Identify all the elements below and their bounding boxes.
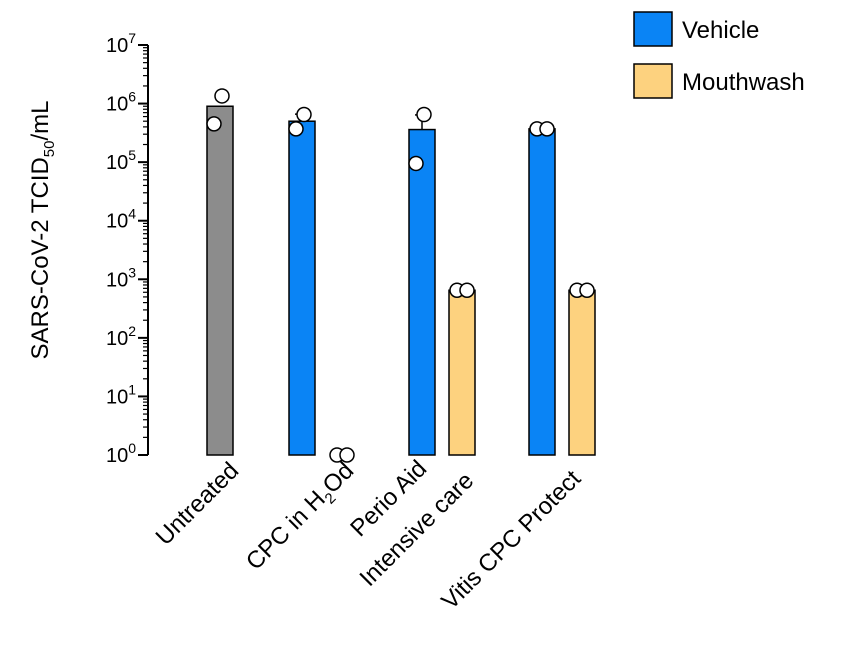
data-point [214,88,230,104]
data-point [416,106,432,123]
vehicle-bar [288,120,316,456]
category-label: CPC in H2Od [241,457,362,578]
legend-label: Mouthwash [682,69,805,96]
y-tick-label: 106 [106,89,136,116]
category-label: Untreated [151,457,245,551]
vehicle-bar [408,128,436,456]
mouthwash-bar [448,289,476,456]
data-point [459,282,475,298]
y-tick-label: 105 [106,147,136,174]
legend-swatch [633,63,673,99]
y-tick-label: 100 [106,440,136,467]
data-point [206,116,222,132]
legend-label: Vehicle [682,17,759,44]
data-point [339,447,355,463]
data-point [296,106,312,123]
y-tick-label: 101 [106,381,136,408]
y-axis: 100 101 102 103 104 105 106 107 [106,30,149,467]
y-tick-label: 103 [106,264,136,291]
bars [206,88,596,463]
mouthwash-bar [568,289,596,456]
y-tick-label: 104 [106,206,136,233]
vehicle-bar [528,128,556,456]
untreated-bar [206,105,234,456]
data-point [408,155,424,172]
data-point [539,121,555,137]
legend-swatch [633,11,673,47]
y-tick-label: 102 [106,323,136,350]
data-point [288,121,304,137]
y-tick-label: 107 [106,30,136,57]
legend: Vehicle Mouthwash [633,11,805,99]
y-axis-title: SARS-CoV-2 TCID50/mL [27,101,58,360]
data-point [579,282,595,298]
